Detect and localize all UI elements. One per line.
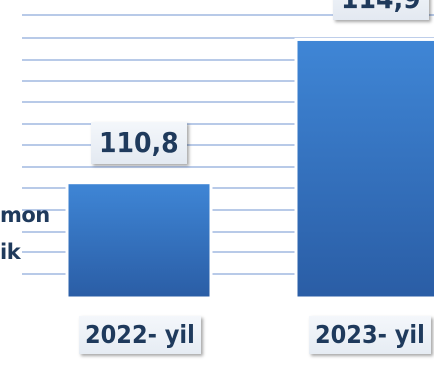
- bar-2022-yil: [65, 181, 213, 300]
- data-label-2: 114,9: [333, 0, 429, 21]
- left-text-fragment-2: ik: [0, 240, 21, 264]
- category-label-1: 2022- yil: [79, 316, 201, 354]
- bar-2023-yil: [294, 37, 434, 300]
- left-text-fragment-1: mon: [0, 203, 50, 227]
- bars: [65, 37, 434, 300]
- category-label-2: 2023- yil: [309, 316, 431, 354]
- data-label-1: 110,8: [91, 121, 187, 164]
